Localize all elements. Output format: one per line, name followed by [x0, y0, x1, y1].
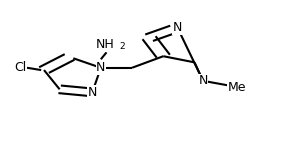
- Text: 2: 2: [119, 43, 125, 51]
- Text: N: N: [96, 61, 106, 74]
- Text: Me: Me: [228, 81, 247, 93]
- Text: N: N: [87, 86, 97, 99]
- Text: Cl: Cl: [14, 61, 26, 74]
- Text: N: N: [173, 21, 182, 34]
- Text: N: N: [198, 74, 208, 87]
- Text: NH: NH: [96, 38, 114, 51]
